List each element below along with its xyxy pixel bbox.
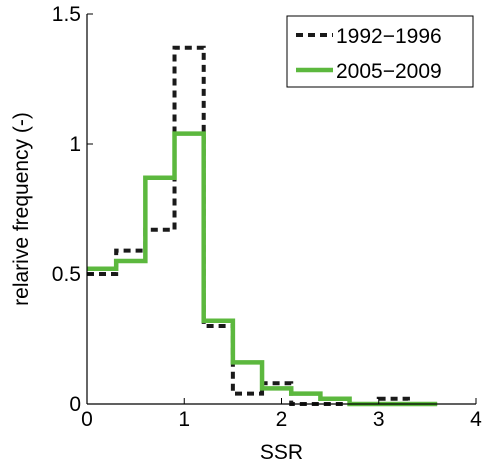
x-tick-label: 3 xyxy=(373,408,385,431)
x-tick-label: 0 xyxy=(81,408,93,431)
x-axis-label: SSR xyxy=(260,441,303,463)
ticks-layer: 0 1 2 3 4 0 0.5 1 1.5 xyxy=(52,3,482,431)
y-tick-label: 0 xyxy=(69,393,81,416)
legend: 1992−1996 2005−2009 xyxy=(286,15,474,88)
series-line-1992-1996 xyxy=(87,45,438,406)
y-tick-label: 0.5 xyxy=(52,263,81,286)
legend-label-2005-2009: 2005−2009 xyxy=(336,60,442,83)
legend-box xyxy=(286,15,474,88)
y-axis-label: relarive frequency (-) xyxy=(10,112,33,306)
legend-label-1992-1996: 1992−1996 xyxy=(336,25,442,48)
y-tick-label: 1 xyxy=(69,133,81,156)
y-tick-label: 1.5 xyxy=(52,3,81,26)
x-tick-label: 2 xyxy=(276,408,288,431)
series-line-2005-2009 xyxy=(87,131,438,407)
x-tick-label: 1 xyxy=(178,408,190,431)
series-layer xyxy=(87,45,438,407)
x-tick-label: 4 xyxy=(470,408,482,431)
